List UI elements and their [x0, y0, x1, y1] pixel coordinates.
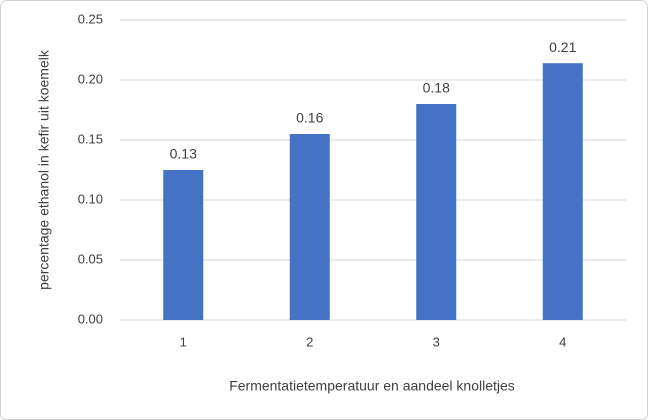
data-label: 0.21 [549, 39, 576, 55]
x-tick-label: 3 [433, 334, 440, 349]
x-tick-label: 1 [180, 334, 187, 349]
y-tick-label: 0.15 [78, 131, 103, 146]
y-tick-label: 0.10 [78, 191, 103, 206]
y-tick-label: 0.20 [78, 71, 103, 86]
data-label: 0.16 [296, 110, 323, 126]
data-label: 0.13 [170, 146, 197, 162]
x-tick-label: 4 [559, 334, 566, 349]
y-tick-label: 0.25 [78, 11, 103, 26]
bar [542, 63, 583, 320]
bar [289, 134, 330, 320]
bar [163, 170, 204, 320]
y-tick-label: 0.05 [78, 251, 103, 266]
x-tick-label: 2 [306, 334, 313, 349]
data-label: 0.18 [423, 80, 450, 96]
bar [416, 104, 457, 320]
y-tick-label: 0.00 [78, 311, 103, 326]
x-axis-label: Fermentatietemperatuur en aandeel knolle… [229, 378, 515, 394]
y-axis-label: percentage ethanol in kefir uit koemelk [36, 49, 52, 290]
